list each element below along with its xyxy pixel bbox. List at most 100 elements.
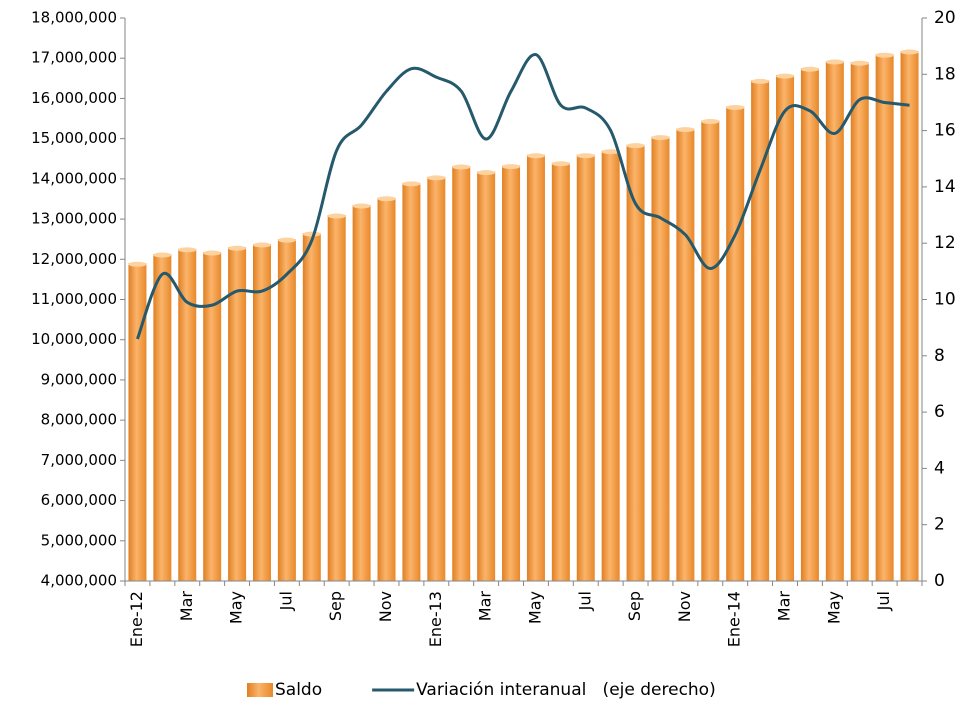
bar-cap <box>751 78 770 84</box>
bar-cap <box>153 252 172 258</box>
bar-cap <box>252 242 271 248</box>
bar <box>776 75 795 582</box>
y-tick-label: 13,000,000 <box>31 210 117 228</box>
bar <box>701 120 720 582</box>
bar-cap <box>203 250 222 256</box>
bar-cap <box>701 119 720 125</box>
bar <box>477 171 496 581</box>
bar-cap <box>601 149 620 155</box>
bar <box>850 62 869 581</box>
x-tick-label: Ene-12 <box>127 591 146 647</box>
bar <box>377 197 396 581</box>
y2-tick-label: 12 <box>934 233 956 253</box>
y-tick-label: 7,000,000 <box>41 451 117 469</box>
bar <box>751 80 770 581</box>
bar-cap <box>626 143 645 149</box>
y-tick-label: 5,000,000 <box>41 531 117 549</box>
y-tick-label: 8,000,000 <box>41 411 117 429</box>
x-tick-label: Nov <box>675 591 694 622</box>
bar <box>875 54 894 581</box>
x-tick-label: Jul <box>276 591 295 611</box>
bar <box>825 61 844 581</box>
bar <box>452 165 471 581</box>
bar <box>502 165 521 581</box>
x-tick-label: Sep <box>625 591 644 621</box>
bar <box>277 239 296 581</box>
bar-cap <box>477 170 496 176</box>
y2-tick-label: 2 <box>934 515 945 535</box>
bar <box>900 50 919 582</box>
bar-cap <box>875 52 894 58</box>
y-tick-label: 11,000,000 <box>31 290 117 308</box>
bar-cap <box>776 73 795 79</box>
bar <box>651 136 670 581</box>
line <box>136 53 910 340</box>
y2-tick-label: 10 <box>934 290 956 310</box>
bar-cap <box>302 231 321 237</box>
y-tick-label: 14,000,000 <box>31 169 117 187</box>
bar-cap <box>502 164 521 170</box>
legend-label: Saldo <box>275 680 322 700</box>
x-tick-label: Jul <box>575 591 594 611</box>
bar-cap <box>352 203 371 209</box>
bar-cap <box>726 104 745 110</box>
x-tick-label: Sep <box>326 591 345 621</box>
bar <box>726 106 745 581</box>
x-tick-label: Mar <box>177 591 196 622</box>
bar <box>601 150 620 581</box>
bar-cap <box>576 153 595 159</box>
y-tick-label: 12,000,000 <box>31 250 117 268</box>
bar-cap <box>676 127 695 133</box>
y-tick-label: 15,000,000 <box>31 129 117 147</box>
x-tick-label: Ene-13 <box>426 591 445 647</box>
x-tick-label: Mar <box>476 591 495 622</box>
bar-cap <box>850 60 869 66</box>
bar <box>427 176 446 581</box>
bar-cap <box>128 261 147 267</box>
y2-tick-label: 8 <box>934 346 945 366</box>
bar-cap <box>402 181 421 187</box>
bar-cap <box>651 135 670 141</box>
x-tick-label: May <box>227 591 246 624</box>
bar-cap <box>277 237 296 243</box>
bar-cap <box>800 66 819 72</box>
bar <box>128 263 147 581</box>
x-tick-label: Ene-14 <box>725 591 744 647</box>
bar-cap <box>526 153 545 159</box>
bar <box>327 215 346 582</box>
y-tick-label: 16,000,000 <box>31 89 117 107</box>
y2-tick-label: 20 <box>934 8 956 28</box>
bar <box>626 144 645 582</box>
y2-tick-label: 0 <box>934 571 945 591</box>
legend-swatch <box>247 683 273 697</box>
bar <box>551 162 570 581</box>
y-tick-label: 10,000,000 <box>31 330 117 348</box>
bar-cap <box>178 247 197 253</box>
bar <box>302 233 321 581</box>
legend-label: Variación interanual (eje derecho) <box>416 680 716 700</box>
bar <box>252 244 271 582</box>
bar <box>676 128 695 581</box>
bar-cap <box>228 245 247 251</box>
bar <box>800 68 819 581</box>
x-tick-label: Jul <box>874 591 893 611</box>
bar-cap <box>900 49 919 55</box>
y-tick-label: 4,000,000 <box>41 572 117 590</box>
x-tick-label: May <box>824 591 843 624</box>
y2-tick-label: 18 <box>934 64 956 84</box>
bar <box>526 154 545 581</box>
bar <box>402 182 421 581</box>
y-tick-label: 18,000,000 <box>31 9 117 27</box>
bar-cap <box>452 164 471 170</box>
bar-cap <box>551 161 570 167</box>
y-tick-label: 9,000,000 <box>41 370 117 388</box>
x-tick-label: Mar <box>775 591 794 622</box>
y2-tick-label: 14 <box>934 177 956 197</box>
y2-tick-label: 4 <box>934 458 945 478</box>
y-tick-label: 17,000,000 <box>31 49 117 67</box>
bar <box>352 204 371 581</box>
y-tick-label: 6,000,000 <box>41 491 117 509</box>
bar <box>203 252 222 581</box>
y2-tick-label: 16 <box>934 121 956 141</box>
